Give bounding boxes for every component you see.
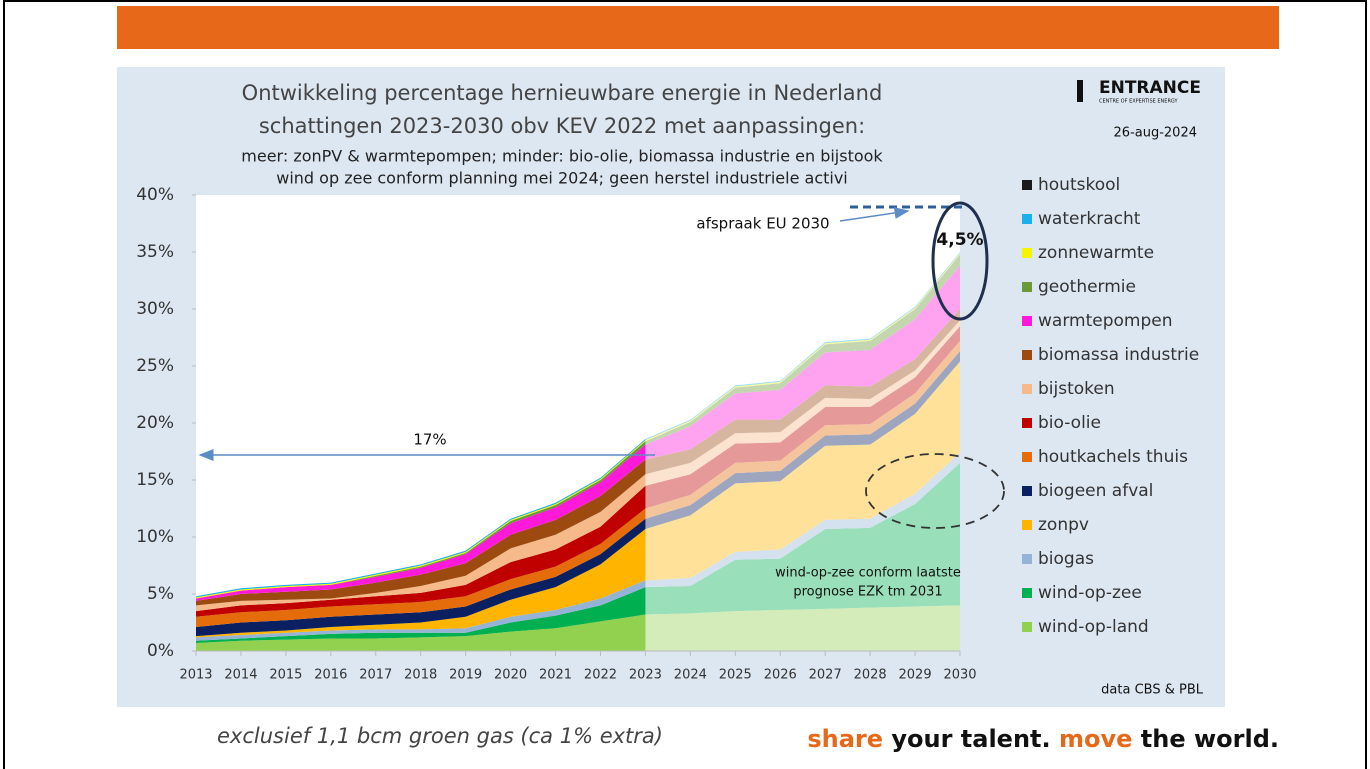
y-tick-label: 40% — [136, 185, 174, 205]
y-tick-label: 15% — [136, 470, 174, 490]
logo-mark — [1077, 80, 1083, 102]
header-bar — [117, 6, 1279, 49]
x-tick-label: 2027 — [809, 668, 842, 683]
legend-label: bijstoken — [1038, 379, 1115, 399]
legend-label: zonpv — [1038, 515, 1089, 535]
legend-label: biomassa industrie — [1038, 345, 1199, 365]
date: 26-aug-2024 — [1114, 126, 1197, 141]
legend-swatch — [1022, 520, 1032, 530]
annotations: 17% afspraak EU 2030 4,5% wind-op-zee co… — [198, 201, 1005, 600]
x-tick-label: 2023 — [629, 668, 662, 683]
x-tick-label: 2021 — [539, 668, 572, 683]
chart-subtitle: meer: zonPV & warmtepompen; minder: bio-… — [241, 147, 883, 166]
legend-swatch — [1022, 350, 1032, 360]
legend-swatch — [1022, 384, 1032, 394]
annotation: wind-op-zee conform laatste — [775, 566, 961, 581]
legend-swatch — [1022, 180, 1032, 190]
legend-label: geothermie — [1038, 277, 1136, 297]
y-tick-label: 5% — [147, 584, 174, 604]
x-tick-label: 2018 — [404, 668, 437, 683]
x-tick-label: 2017 — [359, 668, 392, 683]
legend-swatch — [1022, 486, 1032, 496]
legend-swatch — [1022, 622, 1032, 632]
x-tick-label: 2014 — [224, 668, 257, 683]
y-tick-label: 10% — [136, 527, 174, 547]
legend-swatch — [1022, 214, 1032, 224]
highlight-ellipse — [865, 453, 1005, 529]
x-tick-label: 2022 — [584, 668, 617, 683]
legend-swatch — [1022, 418, 1032, 428]
footer-note: exclusief 1,1 bcm groen gas (ca 1% extra… — [217, 724, 663, 748]
y-tick-label: 25% — [136, 356, 174, 376]
source: data CBS & PBL — [1101, 683, 1204, 698]
x-tick-label: 2026 — [764, 668, 797, 683]
x-tick-label: 2028 — [854, 668, 887, 683]
legend-swatch — [1022, 248, 1032, 258]
chart-title: schattingen 2023-2030 obv KEV 2022 met a… — [259, 114, 865, 138]
x-tick-label: 2015 — [269, 668, 302, 683]
annotation-arrow — [839, 207, 910, 222]
legend-label: warmtepompen — [1038, 311, 1172, 331]
slogan-part: move — [1059, 725, 1132, 753]
plot: 0% 5% 10% 15% 20% 25% 30% 35% 40% 2013 2014 2015 201… — [136, 175, 1199, 683]
slogan-part: your talent. — [891, 725, 1050, 753]
chart-title: Ontwikkeling percentage hernieuwbare ene… — [242, 81, 883, 105]
y-tick-label: 20% — [136, 413, 174, 433]
y-tick-label: 30% — [136, 299, 174, 319]
y-tick-label: 35% — [136, 242, 174, 262]
legend-label: waterkracht — [1038, 209, 1141, 229]
slogan-part: share — [807, 725, 883, 753]
x-tick-label: 2025 — [719, 668, 752, 683]
logo-subtitle: CENTRE OF EXPERTISE ENERGY — [1099, 99, 1179, 105]
x-tick-label: 2016 — [314, 668, 347, 683]
x-tick-label: 2019 — [449, 668, 482, 683]
highlight-ellipse — [931, 201, 989, 321]
legend-swatch — [1022, 452, 1032, 462]
legend-label: biogeen afval — [1038, 481, 1153, 501]
legend-label: wind-op-zee — [1038, 583, 1142, 603]
chart-subtitle: wind op zee conform planning mei 2024; g… — [276, 169, 848, 188]
x-tick-label: 2020 — [494, 668, 527, 683]
x-tick-label: 2024 — [674, 668, 707, 683]
legend-swatch — [1022, 316, 1032, 326]
legend-swatch — [1022, 282, 1032, 292]
forecast-fade — [645, 195, 960, 651]
legend-swatch — [1022, 554, 1032, 564]
x-tick-label: 2030 — [943, 668, 976, 683]
legend-label: houtkachels thuis — [1038, 447, 1188, 467]
legend-label: biogas — [1038, 549, 1094, 569]
y-tick-label: 0% — [147, 641, 174, 661]
slogan: share your talent. move the world. — [807, 725, 1279, 753]
legend-label: bio-olie — [1038, 413, 1101, 433]
logo: ENTRANCE — [1099, 78, 1201, 98]
slogan-part: the world. — [1141, 725, 1279, 753]
legend-label: houtskool — [1038, 175, 1120, 195]
annotation: prognose EZK tm 2031 — [793, 585, 942, 600]
x-tick-label: 2029 — [899, 668, 932, 683]
annotation: afspraak EU 2030 — [696, 215, 829, 233]
legend-swatch — [1022, 588, 1032, 598]
x-tick-label: 2013 — [179, 668, 212, 683]
annotation: 17% — [413, 431, 446, 449]
annotation: 4,5% — [936, 230, 983, 250]
legend-label: zonnewarmte — [1038, 243, 1154, 263]
legend-label: wind-op-land — [1038, 617, 1149, 637]
